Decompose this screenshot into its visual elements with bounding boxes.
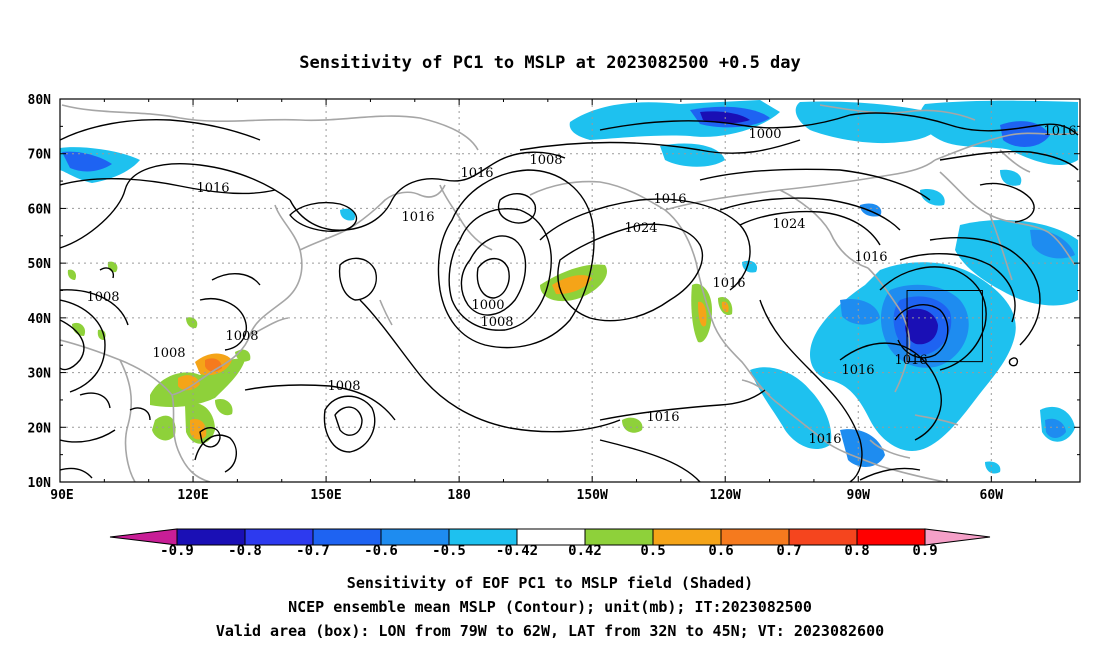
x-tick-label: 90E: [50, 488, 73, 503]
colorbar-label: -0.7: [296, 543, 330, 559]
y-tick-label: 80N: [28, 93, 52, 108]
graticule: [60, 99, 1080, 482]
colorbar-under-triangle: [109, 528, 178, 546]
colorbar-label: 0.9: [912, 543, 937, 559]
contour-label: 1016: [460, 166, 493, 181]
y-tick-label: 50N: [28, 257, 52, 272]
y-tick-label: 70N: [28, 148, 52, 163]
caption-line-2: NCEP ensemble mean MSLP (Contour); unit(…: [288, 598, 812, 616]
colorbar-label: 0.6: [708, 543, 733, 559]
x-tick-label: 120E: [177, 488, 208, 503]
contour-label: 1016: [1043, 124, 1076, 139]
contour-label: 1016: [196, 181, 229, 196]
contour-label: 1000: [471, 298, 504, 313]
colorbar: [109, 528, 991, 546]
valid-area-box: [906, 290, 983, 363]
contour-label: 1000: [748, 127, 781, 142]
axis-ticks: [59, 98, 1081, 483]
x-tick-label: 120W: [710, 488, 741, 503]
contour-label: 1016: [854, 250, 887, 265]
colorbar-over-triangle: [924, 528, 991, 546]
contour-label: 1024: [772, 217, 805, 232]
contour-label: 1016: [894, 353, 927, 368]
contour-label: 1016: [712, 276, 745, 291]
caption-line-3: Valid area (box): LON from 79W to 62W, L…: [216, 622, 884, 640]
x-tick-label: 90W: [847, 488, 871, 503]
mslp-contours: [60, 112, 1079, 482]
colorbar-label: 0.42: [568, 543, 602, 559]
contour-label: 1016: [653, 192, 686, 207]
y-tick-label: 30N: [28, 367, 52, 382]
contour-label: 1024: [624, 221, 657, 236]
colorbar-label: 0.8: [844, 543, 869, 559]
contour-label: 1016: [841, 363, 874, 378]
contour-label: 1016: [808, 432, 841, 447]
y-tick-label: 40N: [28, 312, 52, 327]
contour-label: 1008: [327, 379, 360, 394]
x-tick-label: 150W: [577, 488, 608, 503]
colorbar-label: 0.5: [640, 543, 665, 559]
x-tick-label: 180: [447, 488, 471, 503]
x-tick-label: 150E: [310, 488, 341, 503]
y-tick-label: 20N: [28, 421, 52, 436]
caption-line-1: Sensitivity of EOF PC1 to MSLP field (Sh…: [347, 574, 753, 592]
contour-label: 1008: [86, 290, 119, 305]
y-tick-label: 10N: [28, 476, 52, 491]
colorbar-label: -0.9: [160, 543, 194, 559]
x-tick-label: 60W: [980, 488, 1004, 503]
x-axis-labels: 90E 120E 150E 180 150W 120W 90W 60W: [50, 488, 1003, 503]
contour-label: 1008: [529, 153, 562, 168]
contour-label: 1008: [152, 346, 185, 361]
contour-label: 1008: [480, 315, 513, 330]
contour-label: 1016: [401, 210, 434, 225]
contour-labels: 1016 1016 1016 1008 1016 1008 1016 1024 …: [86, 124, 1076, 447]
map-panel: 1016 1016 1016 1008 1016 1008 1016 1024 …: [60, 99, 1080, 482]
y-axis-labels: 10N 20N 30N 40N 50N 60N 70N 80N: [28, 93, 52, 491]
contour-label: 1008: [225, 329, 258, 344]
colorbar-label: -0.6: [364, 543, 398, 559]
colorbar-label: 0.7: [776, 543, 801, 559]
chart-title: Sensitivity of PC1 to MSLP at 2023082500…: [299, 53, 801, 73]
contour-label: 1016: [646, 410, 679, 425]
colorbar-label: -0.42: [496, 543, 538, 559]
colorbar-label: -0.8: [228, 543, 262, 559]
colorbar-label: -0.5: [432, 543, 466, 559]
colorbar-labels: -0.9 -0.8 -0.7 -0.6 -0.5 -0.42 0.42 0.5 …: [160, 543, 938, 559]
y-tick-label: 60N: [28, 202, 52, 217]
